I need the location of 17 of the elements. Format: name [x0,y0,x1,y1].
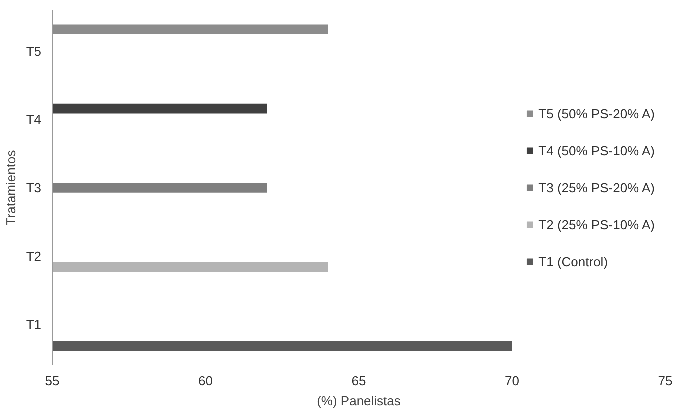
y-tick-label: T1 [26,317,42,332]
x-tick-label: 70 [505,374,520,388]
y-tick-label: T3 [26,180,42,196]
x-tick-label: 65 [352,374,366,388]
y-axis-title: Tratamientos [3,150,18,226]
x-tick-label: 55 [45,374,60,388]
y-tick-label: T5 [26,44,42,59]
x-axis-title: (%) Panelistas [317,394,402,408]
legend-label: T4 (50% PS-10% A) [538,143,655,158]
legend-label: T3 (25% PS-20% A) [538,180,655,195]
legend-label: T5 (50% PS-20% A) [538,106,655,121]
legend-label: T2 (25% PS-10% A) [538,217,655,232]
y-tick-label: T2 [26,248,42,264]
x-tick-label: 60 [198,374,213,388]
legend-label: T1 (Control) [538,254,608,269]
y-tick-label: T4 [26,112,42,128]
x-tick-label: 75 [658,374,673,388]
